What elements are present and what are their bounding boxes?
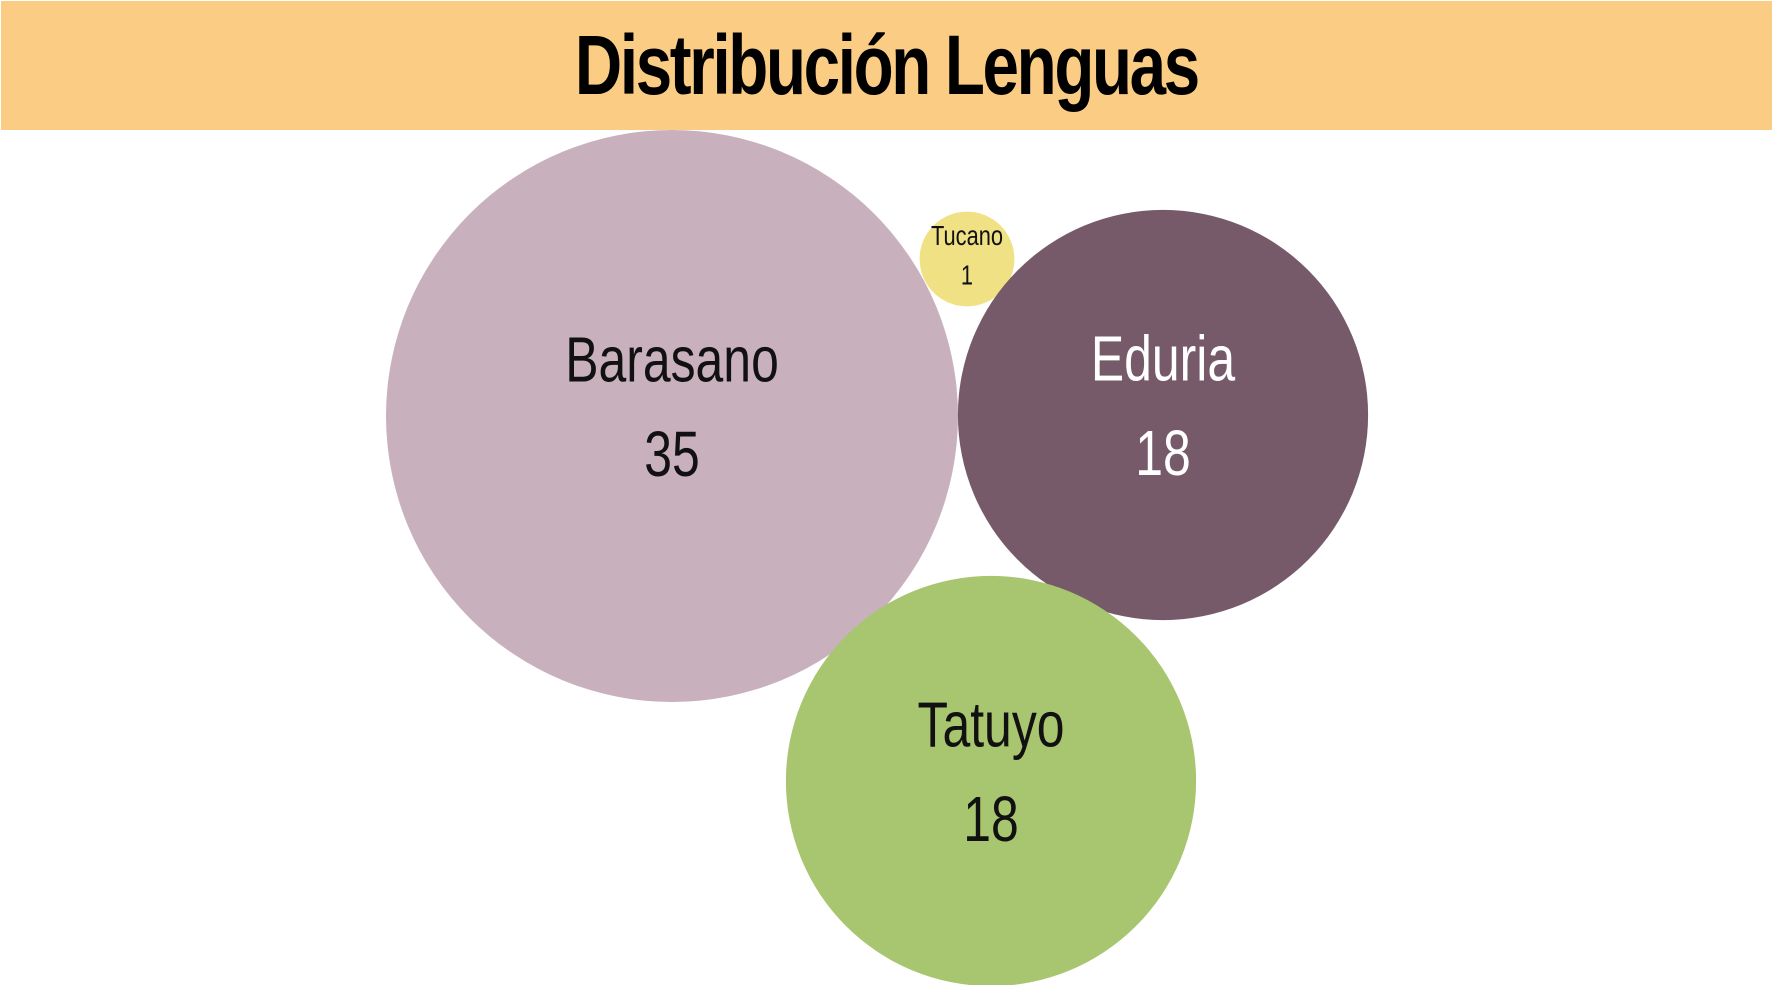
- bubble-barasano-value: 35: [644, 419, 700, 490]
- bubble-tatuyo-label: Tatuyo: [917, 690, 1064, 761]
- bubble-barasano: Barasano 35: [386, 130, 958, 702]
- bubble-eduria-circle: [957, 209, 1369, 621]
- bubble-barasano-label: Barasano: [565, 325, 779, 396]
- bubble-tucano: Tucano 1: [919, 211, 1015, 307]
- title-banner: Distribución Lenguas: [1, 1, 1772, 130]
- bubble-tucano-label: Tucano: [931, 220, 1003, 251]
- chart-title: Distribución Lenguas: [574, 18, 1200, 112]
- bubble-eduria-label: Eduria: [1091, 324, 1235, 395]
- bubble-tatuyo: Tatuyo 18: [785, 575, 1197, 985]
- bubble-barasano-circle: [386, 130, 958, 702]
- bubble-tatuyo-value: 18: [963, 784, 1019, 855]
- bubble-tatuyo-circle: [785, 575, 1197, 985]
- bubble-eduria-value: 18: [1135, 418, 1191, 489]
- bubble-eduria: Eduria 18: [957, 209, 1369, 621]
- bubble-tucano-circle: [919, 211, 1015, 307]
- bubble-tucano-value: 1: [961, 260, 973, 291]
